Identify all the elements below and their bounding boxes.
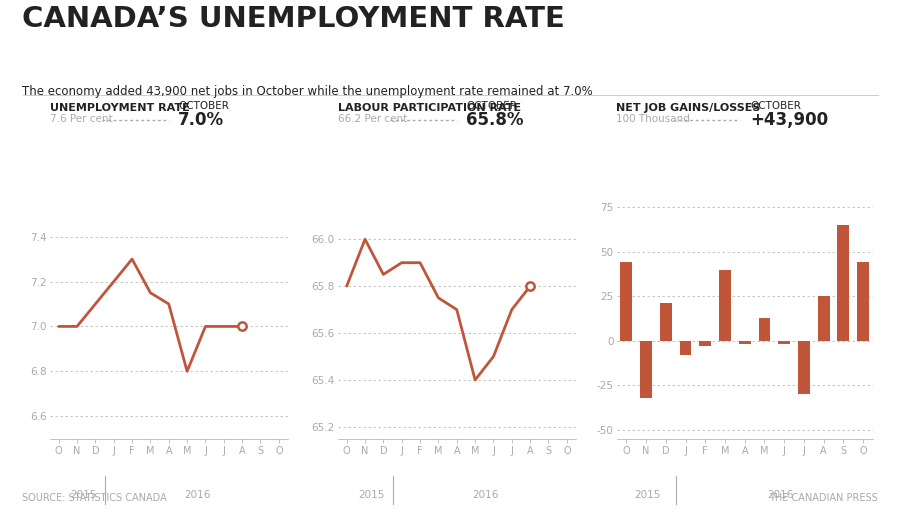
Bar — [739, 341, 751, 344]
Text: SOURCE: STATISTICS CANADA: SOURCE: STATISTICS CANADA — [22, 493, 167, 503]
Bar — [838, 225, 850, 341]
Text: OCTOBER: OCTOBER — [750, 101, 801, 111]
Text: 7.0%: 7.0% — [178, 111, 224, 129]
Text: 2015: 2015 — [358, 490, 385, 500]
Bar — [778, 341, 790, 344]
Text: +43,900: +43,900 — [750, 111, 828, 129]
Bar — [640, 341, 652, 398]
Text: 7.6 Per cent: 7.6 Per cent — [50, 114, 112, 124]
Bar — [818, 296, 830, 341]
Bar — [719, 269, 731, 341]
Bar — [759, 318, 770, 341]
Text: 2015: 2015 — [634, 490, 661, 500]
Bar — [699, 341, 711, 346]
Text: 2015: 2015 — [70, 490, 97, 500]
Text: 2016: 2016 — [768, 490, 794, 500]
Text: THE CANADIAN PRESS: THE CANADIAN PRESS — [769, 493, 878, 503]
Text: CANADA’S UNEMPLOYMENT RATE: CANADA’S UNEMPLOYMENT RATE — [22, 5, 565, 33]
Bar — [798, 341, 810, 394]
Text: OCTOBER: OCTOBER — [178, 101, 230, 111]
Text: UNEMPLOYMENT RATE: UNEMPLOYMENT RATE — [50, 103, 189, 113]
Text: 66.2 Per cent: 66.2 Per cent — [338, 114, 407, 124]
Text: LABOUR PARTICIPATION RATE: LABOUR PARTICIPATION RATE — [338, 103, 520, 113]
Text: The economy added 43,900 net jobs in October while the unemployment rate remaine: The economy added 43,900 net jobs in Oct… — [22, 85, 593, 98]
Bar — [620, 263, 633, 341]
Text: 65.8%: 65.8% — [466, 111, 524, 129]
Bar — [857, 263, 869, 341]
Text: NET JOB GAINS/LOSSES: NET JOB GAINS/LOSSES — [616, 103, 760, 113]
Text: OCTOBER: OCTOBER — [466, 101, 517, 111]
Text: 2016: 2016 — [472, 490, 499, 500]
Text: 100 Thousand: 100 Thousand — [616, 114, 690, 124]
Bar — [660, 303, 671, 341]
Bar — [680, 341, 691, 355]
Text: 2016: 2016 — [184, 490, 211, 500]
